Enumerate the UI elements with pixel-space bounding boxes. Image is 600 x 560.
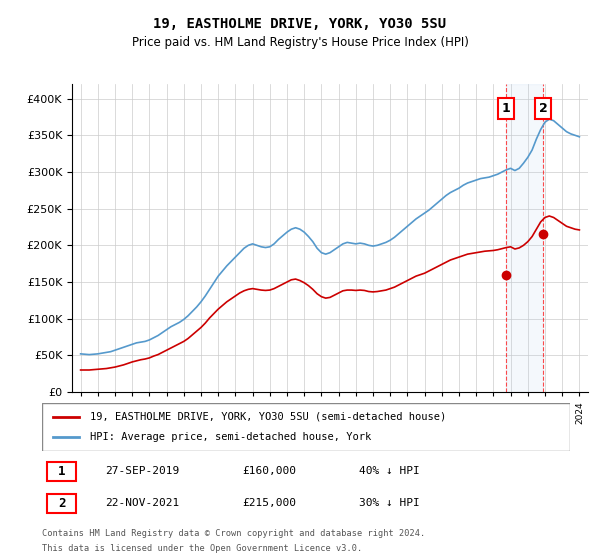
- Text: 30% ↓ HPI: 30% ↓ HPI: [359, 498, 419, 508]
- Text: 1: 1: [502, 102, 511, 115]
- Bar: [506, 84, 543, 392]
- Text: 1: 1: [58, 465, 65, 478]
- Text: 22-NOV-2021: 22-NOV-2021: [106, 498, 179, 508]
- Text: £160,000: £160,000: [242, 466, 296, 476]
- Text: £215,000: £215,000: [242, 498, 296, 508]
- Text: HPI: Average price, semi-detached house, York: HPI: Average price, semi-detached house,…: [89, 432, 371, 442]
- Text: This data is licensed under the Open Government Licence v3.0.: This data is licensed under the Open Gov…: [42, 544, 362, 553]
- Text: 27-SEP-2019: 27-SEP-2019: [106, 466, 179, 476]
- FancyBboxPatch shape: [47, 494, 76, 513]
- Text: Price paid vs. HM Land Registry's House Price Index (HPI): Price paid vs. HM Land Registry's House …: [131, 36, 469, 49]
- Text: 40% ↓ HPI: 40% ↓ HPI: [359, 466, 419, 476]
- Text: 2: 2: [539, 102, 548, 115]
- Text: Contains HM Land Registry data © Crown copyright and database right 2024.: Contains HM Land Registry data © Crown c…: [42, 529, 425, 538]
- Text: 19, EASTHOLME DRIVE, YORK, YO30 5SU: 19, EASTHOLME DRIVE, YORK, YO30 5SU: [154, 17, 446, 31]
- FancyBboxPatch shape: [42, 403, 570, 451]
- FancyBboxPatch shape: [47, 461, 76, 481]
- Text: 19, EASTHOLME DRIVE, YORK, YO30 5SU (semi-detached house): 19, EASTHOLME DRIVE, YORK, YO30 5SU (sem…: [89, 412, 446, 422]
- Text: 2: 2: [58, 497, 65, 510]
